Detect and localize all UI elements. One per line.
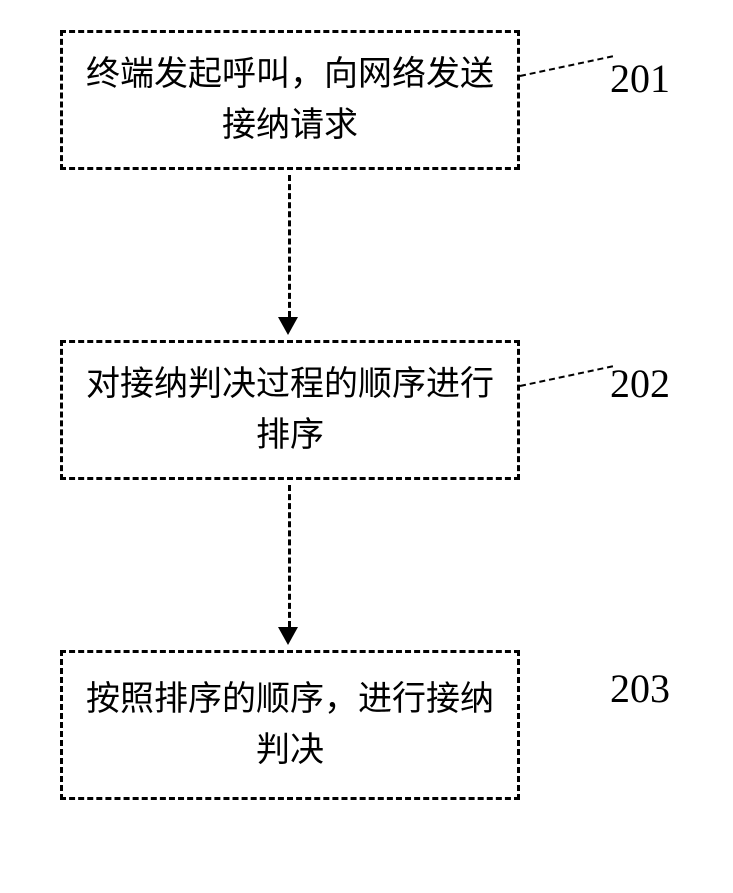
flow-node-1: 终端发起呼叫，向网络发送接纳请求 xyxy=(60,30,520,170)
arrow-1-line xyxy=(288,175,291,317)
flow-label-2: 202 xyxy=(610,360,670,407)
leader-1 xyxy=(520,55,613,77)
leader-2 xyxy=(520,365,613,387)
flow-label-3: 203 xyxy=(610,665,670,712)
arrow-2-line xyxy=(288,485,291,627)
arrow-1-head xyxy=(278,317,298,335)
flow-node-3-text: 按照排序的顺序，进行接纳判决 xyxy=(83,674,497,776)
flow-node-2-text: 对接纳判决过程的顺序进行排序 xyxy=(83,359,497,461)
flow-node-1-text: 终端发起呼叫，向网络发送接纳请求 xyxy=(83,49,497,151)
flow-label-1: 201 xyxy=(610,55,670,102)
arrow-2-head xyxy=(278,627,298,645)
flow-node-2: 对接纳判决过程的顺序进行排序 xyxy=(60,340,520,480)
flow-node-3: 按照排序的顺序，进行接纳判决 xyxy=(60,650,520,800)
